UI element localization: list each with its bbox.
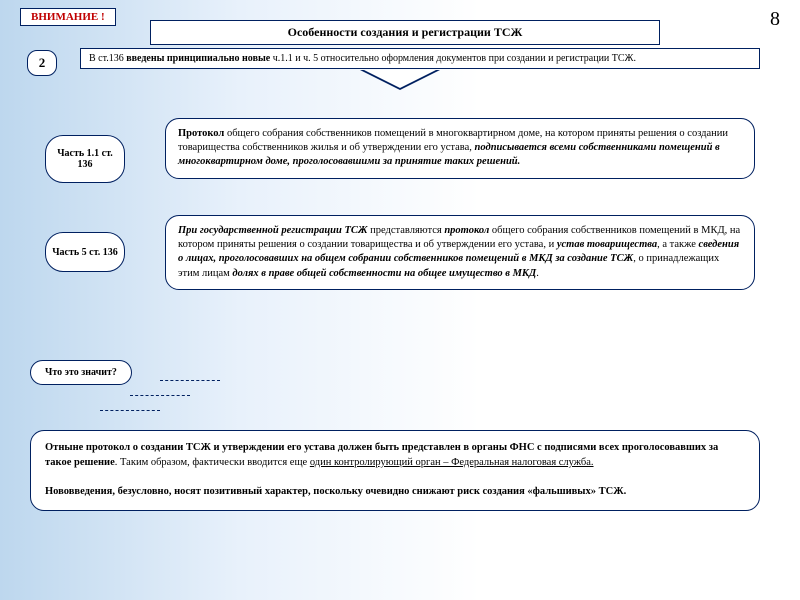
b2-b2: протокол [444, 225, 492, 236]
concl-p2: Нововведения, безусловно, носят позитивн… [45, 485, 745, 500]
dotted-connector [160, 380, 220, 381]
b2-b1: При государственной регистрации ТСЖ [178, 225, 370, 236]
content-box-2: При государственной регистрации ТСЖ пред… [165, 215, 755, 290]
b2-t5: . [536, 268, 539, 279]
intro-post: ч.1.1 и ч. 5 относительно оформления док… [273, 53, 636, 64]
page-number: 8 [770, 8, 780, 31]
intro-pre: В ст.136 [89, 53, 126, 64]
b1-b1: Протокол [178, 128, 227, 139]
label-part-5: Часть 5 ст. 136 [45, 232, 125, 272]
intro-box: В ст.136 введены принципиально новые ч.1… [80, 48, 760, 69]
b2-t1: представляются [370, 225, 444, 236]
arrow-down-icon [360, 70, 440, 90]
dotted-connector [130, 395, 190, 396]
intro-bold: введены принципиально новые [126, 53, 272, 64]
attention-badge: ВНИМАНИЕ ! [20, 8, 116, 26]
conclusion-box: Отныне протокол о создании ТСЖ и утвержд… [30, 430, 760, 511]
question-label: Что это значит? [30, 360, 132, 385]
content-box-1: Протокол общего собрания собственников п… [165, 118, 755, 179]
b2-b3: устав товарищества [557, 239, 657, 250]
concl-p1u: один контролирующий орган – Федеральная … [310, 457, 594, 468]
label-part-1-1: Часть 1.1 ст. 136 [45, 135, 125, 183]
title-box: Особенности создания и регистрации ТСЖ [150, 20, 660, 45]
b2-b5: долях в праве общей собственности на общ… [232, 268, 536, 279]
section-number-badge: 2 [27, 50, 57, 76]
dotted-connector [100, 410, 160, 411]
b2-t3: , а также [657, 239, 698, 250]
concl-p1b: . Таким образом, фактически вводится еще [115, 457, 310, 468]
